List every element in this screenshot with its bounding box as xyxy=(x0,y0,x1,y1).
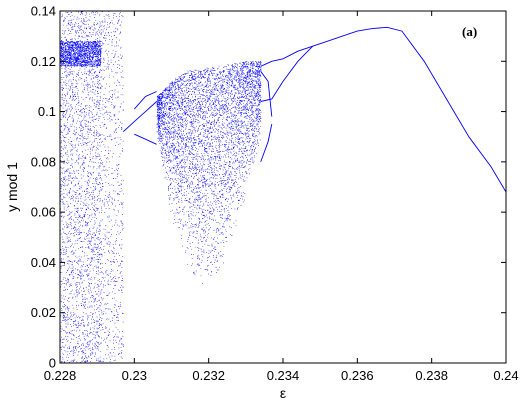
y-tick-label: 0.08 xyxy=(31,154,56,169)
curve-2 xyxy=(134,133,157,145)
curve-6 xyxy=(260,124,273,163)
curve-4 xyxy=(260,45,314,102)
x-axis-label: ε xyxy=(280,385,286,401)
x-tick-label: 0.23 xyxy=(122,368,147,383)
y-axis-ticks: 0 0.02 0.04 0.06 0.08 0.1 0.12 0.14 xyxy=(31,4,506,371)
y-tick-label: 0.12 xyxy=(31,54,56,69)
x-tick-label: 0.234 xyxy=(267,368,300,383)
curve-5 xyxy=(260,71,273,117)
x-tick-label: 0.232 xyxy=(192,368,225,383)
scatter-points-path xyxy=(60,10,262,364)
x-tick-label: 0.24 xyxy=(493,368,518,383)
y-tick-label: 0.04 xyxy=(31,255,56,270)
x-axis-ticks: 0.228 0.23 0.232 0.234 0.236 0.238 0.24 xyxy=(44,11,519,383)
x-tick-label: 0.236 xyxy=(341,368,374,383)
y-tick-label: 0.06 xyxy=(31,205,56,220)
curve-3 xyxy=(260,26,507,193)
bifurcation-curves xyxy=(122,26,507,193)
y-tick-label: 0.1 xyxy=(38,104,56,119)
y-tick-label: 0.14 xyxy=(31,4,56,19)
curve-0 xyxy=(122,101,157,133)
curve-1 xyxy=(133,91,157,110)
x-tick-label: 0.238 xyxy=(415,368,448,383)
y-axis-label: y mod 1 xyxy=(4,162,20,212)
x-tick-label: 0.228 xyxy=(44,368,77,383)
scatter-points xyxy=(60,10,262,364)
panel-label: (a) xyxy=(462,24,477,39)
y-tick-label: 0.02 xyxy=(31,305,56,320)
y-tick-label: 0 xyxy=(49,356,56,371)
